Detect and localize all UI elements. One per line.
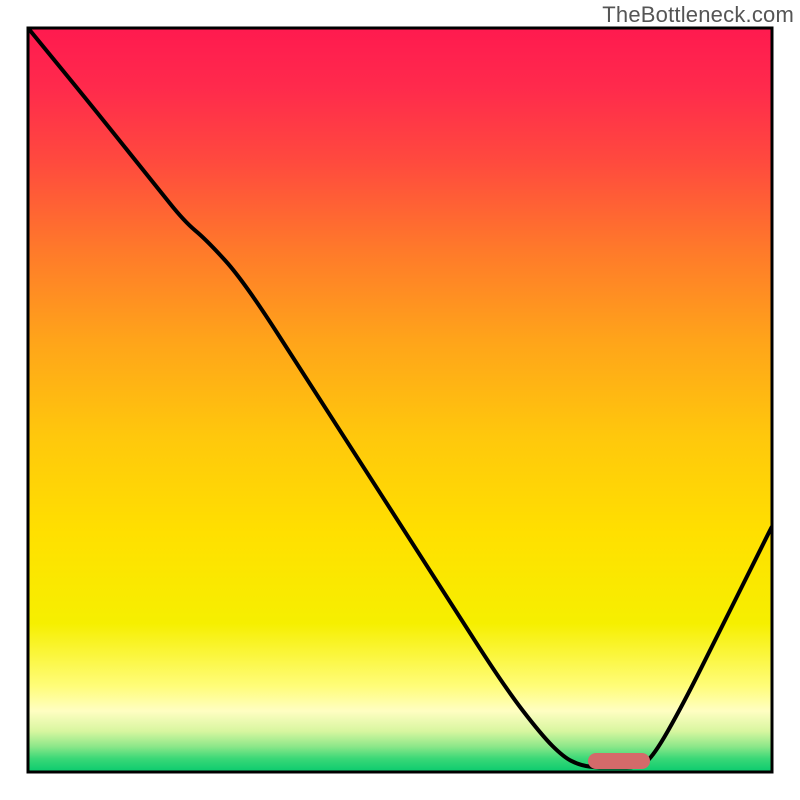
bottleneck-chart: TheBottleneck.com bbox=[0, 0, 800, 800]
gradient-background bbox=[28, 28, 772, 772]
attribution-label: TheBottleneck.com bbox=[602, 2, 794, 28]
optimal-range-marker bbox=[588, 753, 650, 769]
chart-svg bbox=[0, 0, 800, 800]
